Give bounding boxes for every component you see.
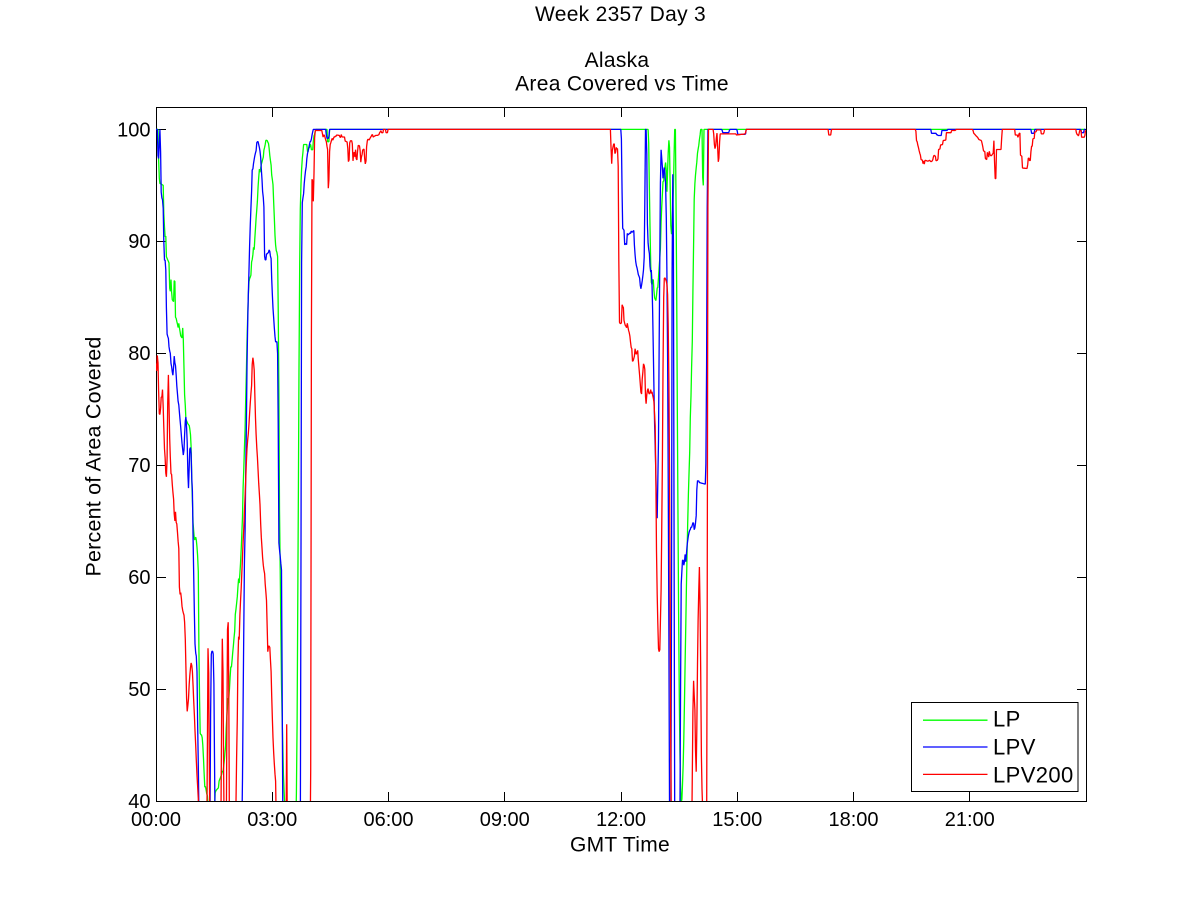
svg-text:90: 90 bbox=[128, 231, 150, 253]
svg-text:00:00: 00:00 bbox=[131, 809, 181, 831]
svg-text:03:00: 03:00 bbox=[247, 809, 297, 831]
svg-text:100: 100 bbox=[117, 119, 150, 141]
svg-text:LPV: LPV bbox=[993, 735, 1036, 760]
svg-text:GMT Time: GMT Time bbox=[570, 834, 670, 857]
svg-text:Alaska: Alaska bbox=[585, 49, 650, 72]
svg-text:LPV200: LPV200 bbox=[993, 763, 1074, 788]
svg-text:15:00: 15:00 bbox=[712, 809, 762, 831]
svg-text:06:00: 06:00 bbox=[363, 809, 413, 831]
svg-text:Area Covered vs Time: Area Covered vs Time bbox=[515, 73, 729, 96]
svg-text:LP: LP bbox=[993, 707, 1021, 732]
svg-text:60: 60 bbox=[128, 567, 150, 589]
svg-text:21:00: 21:00 bbox=[945, 809, 995, 831]
svg-text:12:00: 12:00 bbox=[596, 809, 646, 831]
svg-text:09:00: 09:00 bbox=[480, 809, 530, 831]
svg-text:Week 2357 Day 3: Week 2357 Day 3 bbox=[535, 3, 706, 26]
svg-text:40: 40 bbox=[128, 791, 150, 813]
svg-text:70: 70 bbox=[128, 455, 150, 477]
svg-text:80: 80 bbox=[128, 343, 150, 365]
svg-text:18:00: 18:00 bbox=[828, 809, 878, 831]
svg-text:50: 50 bbox=[128, 679, 150, 701]
svg-text:Percent of Area Covered: Percent of Area Covered bbox=[82, 336, 106, 576]
